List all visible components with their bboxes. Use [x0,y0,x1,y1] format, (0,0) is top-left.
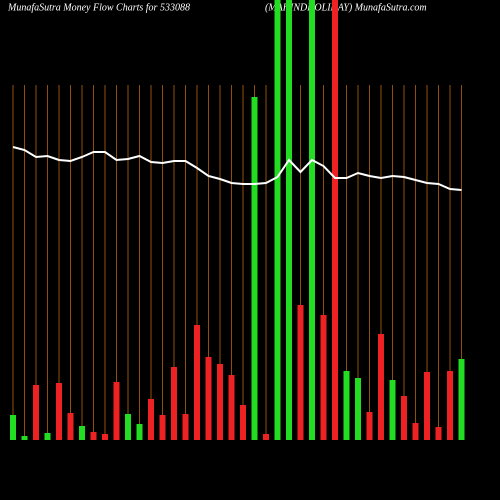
bar [125,414,131,440]
bar [355,378,361,440]
chart-title: MunafaSutra Money Flow Charts for 533088 [7,2,190,13]
bar [33,385,39,440]
bar [159,415,166,440]
bar [102,434,108,440]
bar [412,423,419,440]
bar [205,357,212,440]
bar [67,413,74,440]
bar [10,415,16,440]
bar [332,0,338,440]
bar [56,383,62,440]
bar [194,325,200,440]
bar [251,97,258,440]
bar [263,434,269,440]
bar [217,364,223,440]
bar [228,375,235,440]
bar [401,396,407,440]
bar [297,305,304,440]
bar [378,334,384,440]
bar [389,380,396,440]
bar [148,399,154,440]
bar [171,367,177,440]
bar [240,405,246,440]
bar [447,371,453,440]
bar [286,0,292,440]
bar [182,414,189,440]
bar [113,382,120,440]
chart-subtitle: (MAHINDHOLIDAY) MunafaSutra.com [265,2,427,13]
bar [44,433,51,440]
bar [21,436,28,440]
price-line [12,146,462,191]
bar [435,427,442,440]
bar [320,315,327,440]
bar [79,426,85,440]
bar [424,372,430,440]
bar [343,371,350,440]
bar [136,424,143,440]
bar [274,0,281,440]
bar [309,0,315,440]
bar [90,432,97,440]
bar [366,412,373,440]
bar [458,359,465,440]
